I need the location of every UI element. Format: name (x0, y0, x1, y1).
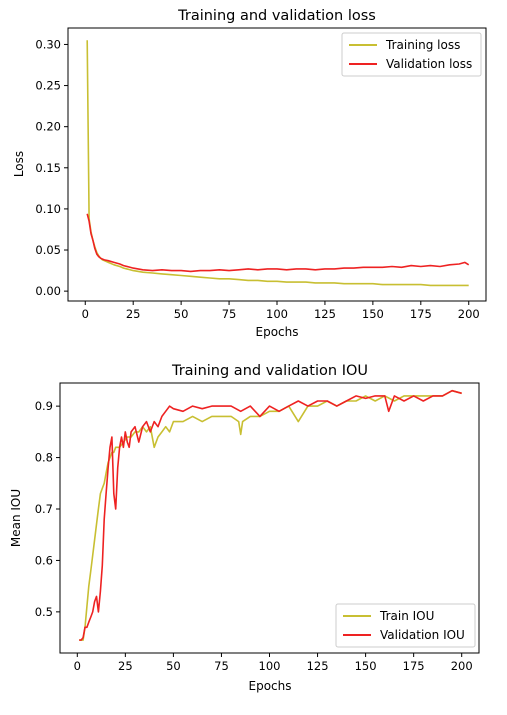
x-tick-label: 75 (214, 659, 229, 673)
series-line-train-iou (79, 389, 462, 641)
series-lines (86, 40, 470, 287)
legend: Train IOU Validation IOU (335, 603, 476, 648)
x-tick-label: 200 (458, 307, 480, 321)
x-tick-label: 25 (118, 659, 133, 673)
y-tick-label: 0.8 (35, 451, 53, 465)
x-tick-label: 125 (314, 307, 336, 321)
legend-box (341, 32, 482, 77)
y-tick-label: 0.6 (35, 553, 53, 567)
y-axis-label: Loss (12, 151, 26, 177)
series-line-training-loss (86, 40, 469, 287)
y-tick-label: 0.15 (35, 161, 61, 175)
x-tick-label: 175 (403, 659, 425, 673)
x-tick-label: 0 (82, 307, 89, 321)
legend-label-validation-iou: Validation IOU (380, 628, 465, 642)
loss-chart: Training and validation loss 0 25 50 75 100 1… (12, 8, 487, 339)
x-tick-label: 200 (451, 659, 473, 673)
iou-chart: Training and validation IOU 0 25 50 75 100 12… (9, 363, 480, 693)
x-tick-label: 150 (362, 307, 384, 321)
axis-ticks: 0 25 50 75 100 125 150 175 200 0.00 0.05 0.10 0.15 0.… (35, 37, 479, 321)
y-tick-label: 0.25 (35, 79, 61, 93)
x-tick-label: 75 (222, 307, 237, 321)
y-tick-label: 0.10 (35, 202, 61, 216)
legend-label-training-loss: Training loss (385, 38, 460, 52)
x-tick-label: 175 (410, 307, 432, 321)
x-tick-label: 100 (259, 659, 281, 673)
legend-label-validation-loss: Validation loss (386, 57, 472, 71)
y-axis-label: Mean IOU (9, 489, 23, 547)
x-tick-label: 150 (355, 659, 377, 673)
chart-title: Training and validation IOU (171, 363, 368, 379)
series-line-validation-loss (86, 213, 470, 273)
y-tick-label: 0.20 (35, 120, 61, 134)
x-axis-label: Epochs (249, 679, 292, 693)
x-tick-label: 0 (74, 659, 81, 673)
y-tick-label: 0.05 (35, 243, 61, 257)
y-tick-label: 0.00 (35, 284, 61, 298)
y-tick-label: 0.9 (35, 399, 53, 413)
x-axis-label: Epochs (256, 325, 299, 339)
x-tick-label: 100 (266, 307, 288, 321)
x-tick-label: 50 (174, 307, 189, 321)
legend: Training loss Validation loss (341, 32, 482, 77)
legend-label-train-iou: Train IOU (379, 609, 434, 623)
legend-box (335, 603, 476, 648)
x-tick-label: 50 (166, 659, 181, 673)
series-lines (79, 389, 462, 641)
series-line-validation-iou (79, 389, 462, 641)
axis-ticks: 0 25 50 75 100 125 150 175 200 0.5 0.6 0.7 0.8 0.9 (35, 399, 473, 673)
y-tick-label: 0.7 (35, 502, 53, 516)
chart-title: Training and validation loss (177, 8, 376, 24)
y-tick-label: 0.30 (35, 37, 61, 51)
y-tick-label: 0.5 (35, 605, 53, 619)
x-tick-label: 25 (126, 307, 141, 321)
x-tick-label: 125 (307, 659, 329, 673)
